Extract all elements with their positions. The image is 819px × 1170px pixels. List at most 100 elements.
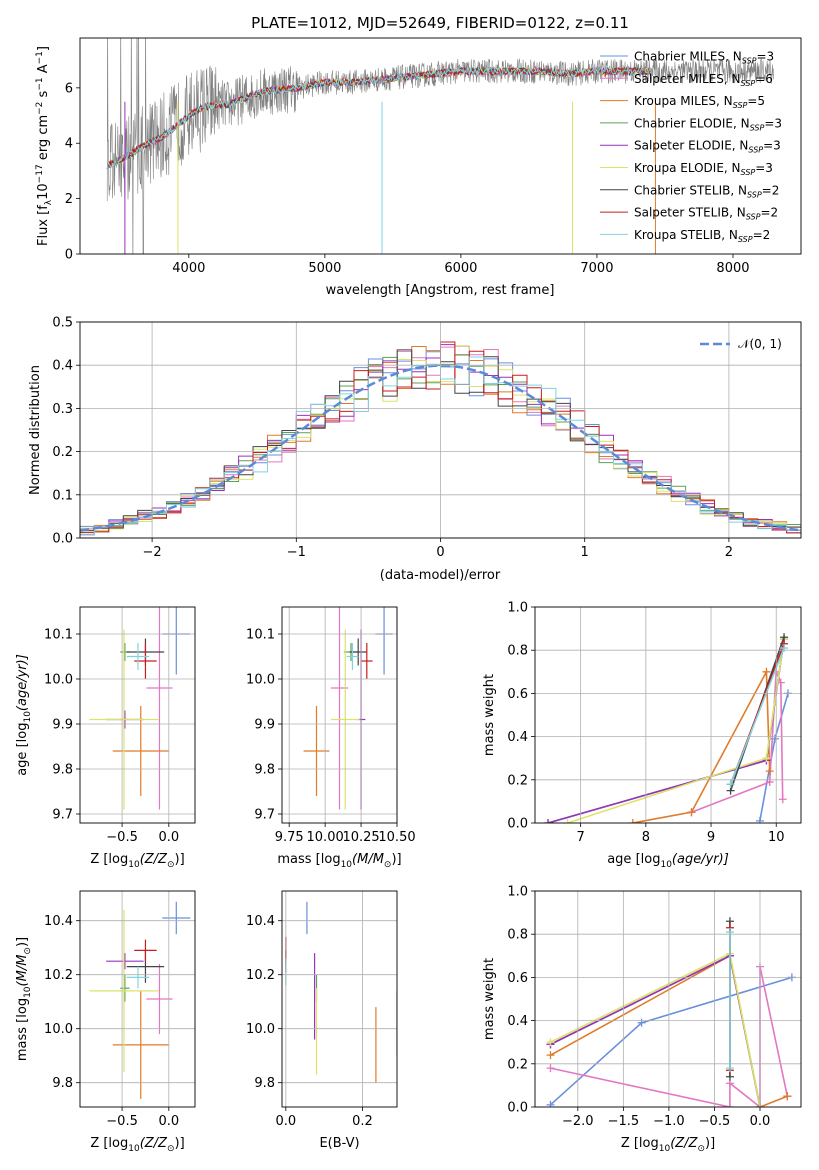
data-point-marker <box>725 1103 734 1107</box>
legend-entry: Salpeter MILES, NSSP=6 <box>634 72 773 88</box>
x-tick-label: −1.5 <box>608 1114 640 1129</box>
mass-vs-ebv-axes: 0.0 0.2 9.8 10.0 10.2 10.4 E(B-V) <box>246 890 398 1151</box>
data-point-marker <box>765 777 774 786</box>
y-tick-label: 0.2 <box>507 1057 528 1072</box>
age-vs-z-axes-y-label: age [log10(age/yr)] <box>15 654 33 776</box>
error-bar-chabrier-miles <box>162 901 191 935</box>
mass-vs-z-axes-x-label: Z [log10(Z/Z⊙)] <box>90 1136 184 1154</box>
y-tick-label: 9.8 <box>52 1076 73 1091</box>
legend-entry: Kroupa STELIB, NSSP=2 <box>634 228 770 244</box>
x-tick-label: 7000 <box>580 261 613 276</box>
error-bar-kroupa-elodie <box>330 629 360 810</box>
y-tick-label: 9.7 <box>52 808 73 823</box>
mass-weight-series-chabrier-elodie <box>546 951 765 1107</box>
axes-frame <box>281 606 398 824</box>
x-tick-label: 2 <box>725 545 733 560</box>
x-tick-label: 9 <box>707 830 715 845</box>
data-point-marker <box>762 667 771 676</box>
data-point-marker <box>563 819 572 823</box>
y-tick-label: 10.0 <box>44 673 73 688</box>
histogram-axes: −2 −1 0 1 2 0.0 0.1 0.2 0.3 0.4 0.5 (data-model)/er… <box>28 316 802 583</box>
age-vs-mass-axes-x-label: mass [log10(M/M⊙)] <box>277 852 401 870</box>
series-line <box>547 639 785 823</box>
y-tick-label: 0.6 <box>507 687 528 702</box>
legend-entry: Salpeter STELIB, NSSP=2 <box>634 206 778 222</box>
y-tick-label: 0.2 <box>507 773 528 788</box>
y-tick-label: 10.0 <box>246 673 275 688</box>
y-tick-label: 0.5 <box>52 316 73 331</box>
data-point-marker <box>726 780 735 789</box>
y-tick-label: 0.4 <box>507 1014 528 1029</box>
age-vs-mass-axes-plot-area <box>303 607 393 810</box>
legend-entry: Chabrier MILES, NSSP=3 <box>634 50 774 66</box>
age-vs-z-axes: −0.5 0.0 9.7 9.8 9.9 10.0 10.1 Z [log10(Z/Z⊙)] a… <box>15 606 196 870</box>
y-tick-label: 10.1 <box>246 628 275 643</box>
mass-vs-ebv-axes-x-label: E(B-V) <box>319 1136 359 1151</box>
series-line <box>550 954 761 1107</box>
y-tick-label: 10.0 <box>246 1022 275 1037</box>
series-line <box>550 952 761 1107</box>
data-point-marker <box>546 1100 555 1107</box>
spectrum-axes-plot-area <box>106 38 774 254</box>
y-tick-label: 0.0 <box>507 1101 528 1116</box>
data-point-marker <box>546 1064 555 1073</box>
x-tick-label: 4000 <box>172 261 205 276</box>
error-bar-kroupa-stelib <box>126 966 150 989</box>
series-line <box>547 639 785 823</box>
x-tick-label: 9.75 <box>275 830 304 845</box>
x-tick-label: 10.25 <box>342 830 379 845</box>
mass-weight-series-kroupa-stelib <box>726 644 789 789</box>
x-tick-label: −1.0 <box>653 1114 685 1129</box>
mass-vs-ebv-axes-plot-area <box>285 901 397 1083</box>
y-tick-label: 9.9 <box>254 718 275 733</box>
data-point-marker <box>687 808 696 817</box>
y-tick-label: 9.8 <box>254 763 275 778</box>
y-tick-label: 0.8 <box>507 928 528 943</box>
x-tick-label: 5000 <box>308 261 341 276</box>
mass-weight-vs-z-axes-y-label: mass weight <box>482 958 497 1040</box>
error-bar-kroupa-stelib <box>346 643 359 670</box>
legend-entry: Kroupa ELODIE, NSSP=3 <box>634 161 773 177</box>
error-bar-salpeter-miles <box>146 963 173 1035</box>
spectrum-y-label: Flux [fλ10−17 erg cm−2 s−1 A−1] <box>35 46 54 246</box>
data-point-marker <box>725 928 734 937</box>
x-tick-label: 8 <box>642 830 650 845</box>
data-point-marker <box>780 644 789 653</box>
age-vs-z-axes-x-label: Z [log10(Z/Z⊙)] <box>90 852 184 870</box>
y-tick-label: 10.2 <box>246 968 275 983</box>
legend-entry: Kroupa MILES, NSSP=5 <box>634 94 765 110</box>
y-tick-label: 0.2 <box>52 445 73 460</box>
series-line <box>729 647 785 785</box>
mass-vs-z-axes-plot-area <box>89 901 191 1099</box>
x-tick-label: −1 <box>287 545 306 560</box>
data-point-marker <box>765 767 774 776</box>
y-tick-label: 10.2 <box>44 968 73 983</box>
axes-frame <box>281 890 398 1108</box>
legend-entry: Chabrier STELIB, NSSP=2 <box>634 183 779 199</box>
x-tick-label: 1 <box>581 545 589 560</box>
y-tick-label: 0.4 <box>507 730 528 745</box>
mass-weight-series-salpeter-elodie <box>546 951 765 1107</box>
mass-vs-z-axes-y-label: mass [log10(M/M⊙)] <box>15 937 33 1061</box>
mass-weight-series-salpeter-miles <box>687 667 787 817</box>
model-spectrum-kroupa-stelib <box>106 66 652 169</box>
mass-weight-vs-age-axes-y-label: mass weight <box>482 674 497 756</box>
data-point-marker <box>628 819 637 823</box>
data-point-marker <box>755 816 764 823</box>
axes-frame <box>79 321 802 539</box>
mass-weight-series-chabrier-miles <box>546 973 796 1107</box>
x-tick-label: 0.2 <box>352 1114 373 1129</box>
figure-title: PLATE=1012, MJD=52649, FIBERID=0122, z=0… <box>251 14 629 32</box>
y-tick-label: 9.9 <box>52 718 73 733</box>
mass-weight-series-kroupa-elodie <box>563 635 789 823</box>
error-bar-kroupa-elodie <box>89 909 159 1072</box>
x-tick-label: 0.0 <box>158 1114 179 1129</box>
axes-frame <box>534 890 802 1108</box>
mass-vs-z-axes: −0.5 0.0 9.8 10.0 10.2 10.4 Z [log10(Z/Z⊙)] mas… <box>15 890 196 1154</box>
x-tick-label: −0.5 <box>106 830 138 845</box>
mass-weight-vs-age-axes-plot-area <box>544 633 792 823</box>
mass-weight-vs-z-axes: −2.0 −1.5 −1.0 −0.5 0.0 0.0 0.2 0.4 0.6 0.8 1.0 Z [… <box>482 885 802 1154</box>
series-line <box>632 668 771 823</box>
